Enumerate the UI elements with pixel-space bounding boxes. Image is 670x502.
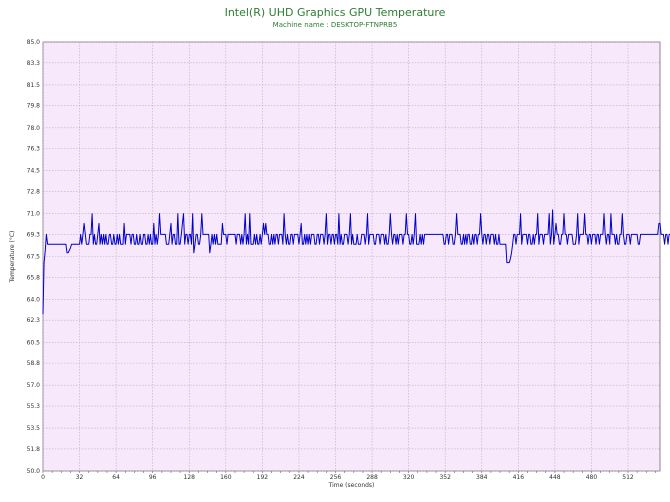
x-tick-label: 192 (257, 474, 269, 481)
x-tick-label: 448 (549, 474, 561, 481)
y-tick-label: 72.8 (27, 189, 41, 196)
series-line (42, 209, 670, 315)
y-tick-label: 60.5 (27, 339, 41, 346)
y-tick-label: 64.0 (27, 296, 41, 303)
x-axis-label: Time (seconds) (328, 482, 375, 489)
x-tick-label: 96 (149, 474, 157, 481)
x-tick-label: 288 (366, 474, 378, 481)
x-tick-label: 512 (622, 474, 634, 481)
y-tick-label: 53.5 (27, 425, 41, 432)
x-tick-label: 256 (330, 474, 342, 481)
plot-area (42, 41, 661, 472)
x-tick-label: 384 (476, 474, 488, 481)
x-tick-label: 224 (293, 474, 305, 481)
y-tick-label: 57.0 (27, 382, 41, 389)
y-tick-label: 62.3 (27, 317, 41, 324)
y-tick-label: 81.5 (27, 82, 41, 89)
y-tick-label: 67.5 (27, 254, 41, 261)
y-tick-label: 69.3 (27, 231, 41, 238)
x-tick-label: 416 (513, 474, 525, 481)
x-tick-label: 32 (76, 474, 84, 481)
y-tick-label: 76.3 (27, 146, 41, 153)
x-tick-label: 0 (41, 474, 45, 481)
y-tick-label: 74.5 (27, 168, 41, 175)
chart-subtitle: Machine name : DESKTOP-FTNPRB5 (272, 21, 398, 29)
y-tick-label: 55.3 (27, 403, 41, 410)
x-tick-label: 64 (112, 474, 120, 481)
series-lines (42, 209, 670, 315)
y-tick-label: 79.8 (27, 103, 41, 110)
chart-title: Intel(R) UHD Graphics GPU Temperature (224, 6, 446, 19)
y-tick-label: 85.0 (27, 39, 41, 46)
x-tick-label: 320 (403, 474, 415, 481)
x-tick-label: 128 (184, 474, 196, 481)
x-tick-label: 160 (220, 474, 232, 481)
x-tick-label: 480 (586, 474, 598, 481)
y-axis-ticks: 85.0 83.3 81.5 79.8 78.0 76.3 74.5 72.8 71.0 69.3… (27, 39, 41, 475)
x-axis-ticks: 0 32 64 96 128 160 192 224 256 288 320 352 384 416 448… (41, 471, 656, 481)
y-tick-label: 65.8 (27, 274, 41, 281)
y-tick-label: 83.3 (27, 60, 41, 67)
grid-lines (42, 41, 660, 472)
y-tick-label: 58.8 (27, 360, 41, 367)
y-tick-label: 78.0 (27, 125, 41, 132)
y-axis-label: Temperature (°C) (9, 231, 16, 284)
y-tick-label: 51.8 (27, 446, 41, 453)
y-tick-label: 50.0 (27, 468, 41, 475)
x-tick-label: 352 (439, 474, 451, 481)
y-tick-label: 71.0 (27, 211, 41, 218)
